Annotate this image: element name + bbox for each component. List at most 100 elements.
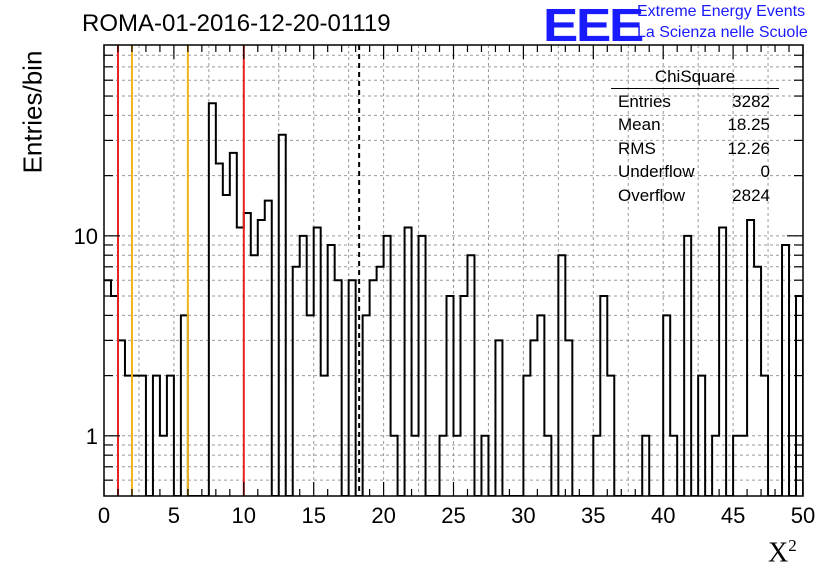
stats-row-entries: Entries 3282 (611, 90, 779, 113)
histogram-bin (391, 436, 398, 496)
histogram-bin (419, 236, 426, 496)
histogram-bin (684, 236, 691, 496)
histogram-bin (377, 267, 384, 496)
x-tick-label: 0 (98, 503, 110, 528)
histogram-bin (454, 436, 461, 496)
histogram-bin (160, 436, 167, 496)
histogram-series (104, 102, 803, 496)
histogram-bin (370, 280, 377, 496)
histogram-bin (111, 296, 118, 496)
histogram-bin (447, 296, 454, 496)
histogram-bin (600, 296, 607, 496)
logo-line-2: La Scienza nelle Scuole (637, 24, 808, 41)
stats-value: 0 (760, 162, 770, 182)
stats-label: Underflow (618, 162, 695, 182)
x-tick-label: 40 (651, 503, 675, 528)
histogram-bin (314, 228, 321, 496)
y-tick-label: 10 (74, 224, 98, 249)
logo-line-1: Extreme Energy Events (637, 3, 806, 20)
histogram-bin (223, 195, 230, 496)
histogram-bin (740, 436, 747, 496)
histogram-bin (565, 340, 572, 496)
stats-title: ChiSquare (611, 66, 779, 89)
x-axis-label: X2 (768, 536, 797, 569)
stats-value: 2824 (732, 185, 770, 205)
histogram-bin (244, 213, 251, 496)
stats-label: Entries (618, 92, 671, 111)
histogram-bin (412, 436, 419, 496)
histogram-bin (663, 315, 670, 496)
stats-label: Mean (618, 115, 661, 135)
stats-value: 3282 (732, 92, 770, 111)
histogram-bin (698, 376, 705, 496)
stats-label: RMS (618, 138, 656, 158)
histogram-bin (796, 296, 803, 496)
histogram-bin (747, 220, 754, 496)
x-tick-label: 50 (791, 503, 815, 528)
x-tick-label: 5 (168, 503, 180, 528)
histogram-bin (153, 376, 160, 496)
histogram-bin (139, 376, 146, 496)
eee-logo: EEE (543, 0, 644, 51)
histogram-bin (251, 255, 258, 496)
histogram-bin (537, 315, 544, 496)
histogram-bin (642, 436, 649, 496)
histogram-bin (279, 135, 286, 496)
histogram-bin (782, 245, 789, 496)
histogram-bin (481, 436, 488, 496)
histogram-bin (405, 228, 412, 496)
histogram-bin (544, 436, 551, 496)
run-title: ROMA-01-2016-12-20-01119 (82, 10, 391, 37)
histogram-bin (761, 376, 768, 496)
histogram-bin (181, 315, 188, 496)
histogram-bin (125, 376, 132, 496)
histogram-bin (293, 267, 300, 496)
histogram-bin (384, 236, 391, 496)
histogram-bin (363, 315, 370, 496)
histogram-bin (307, 315, 314, 496)
x-tick-label: 30 (511, 503, 535, 528)
histogram-bin (523, 376, 530, 496)
histogram-bin (349, 280, 356, 496)
x-tick-label: 25 (441, 503, 465, 528)
stats-row-mean: Mean 18.25 (611, 113, 779, 136)
histogram-bin (209, 103, 216, 496)
x-tick-label: 35 (581, 503, 605, 528)
histogram-bin (530, 340, 537, 496)
histogram-bin (440, 436, 447, 496)
x-tick-label: 15 (301, 503, 325, 528)
x-tick-label: 45 (721, 503, 745, 528)
histogram-bin (118, 340, 125, 496)
histogram-bin (460, 296, 467, 496)
y-tick-label: 1 (86, 424, 98, 449)
histogram-bin (104, 280, 111, 496)
histogram-bin (733, 436, 740, 496)
histogram-bin (495, 340, 502, 496)
histogram-bin (607, 376, 614, 496)
stats-value: 12.26 (727, 138, 770, 158)
histogram-bin (335, 280, 342, 496)
histogram-bin (754, 267, 761, 496)
stats-row-underflow: Underflow 0 (611, 160, 779, 183)
x-tick-label: 20 (371, 503, 395, 528)
stats-value: 18.25 (727, 115, 770, 135)
y-axis-label: Entries/bin (17, 50, 48, 174)
histogram-bin (132, 376, 139, 496)
stats-row-overflow: Overflow 2824 (611, 184, 779, 207)
histogram-bin (258, 220, 265, 496)
histogram-bin (328, 245, 335, 496)
histogram-bin (167, 376, 174, 496)
stats-label: Overflow (618, 185, 686, 205)
histogram-bin (321, 376, 328, 496)
histogram-bin (593, 436, 600, 496)
x-axis-label-sup: 2 (788, 536, 797, 555)
histogram-bin (265, 201, 272, 496)
histogram-bin (558, 255, 565, 496)
histogram-bin (216, 163, 223, 496)
stats-row-rms: RMS 12.26 (611, 137, 779, 160)
histogram-bin (230, 153, 237, 496)
histogram-bin (237, 228, 244, 496)
histogram-bin (719, 228, 726, 496)
stats-box: ChiSquare Entries 3282 Mean 18.25 RMS 12.26 Un… (611, 66, 779, 207)
